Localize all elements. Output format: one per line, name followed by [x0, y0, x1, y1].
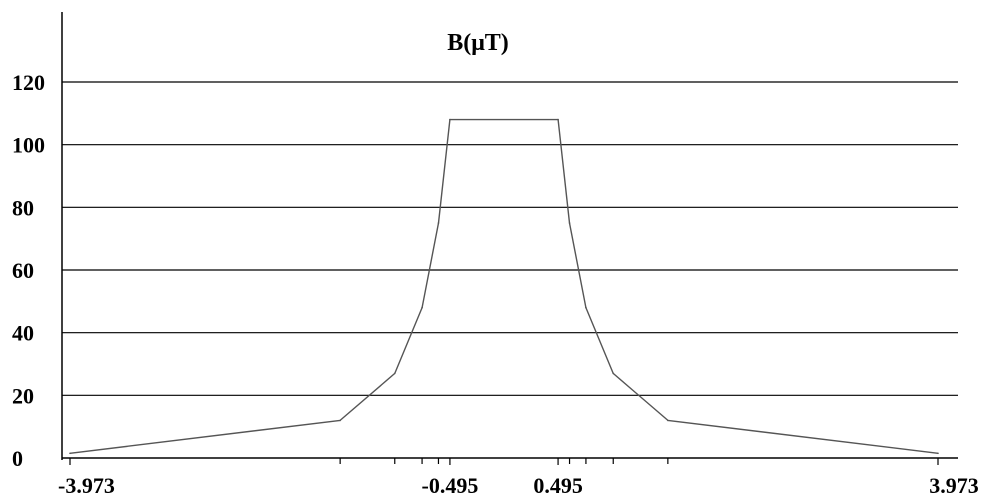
data-point — [937, 452, 939, 455]
data-point — [339, 419, 341, 422]
data-point — [667, 419, 669, 422]
y-tick-label: 120 — [12, 70, 45, 95]
y-tick-label: 20 — [12, 383, 34, 408]
data-point — [612, 372, 615, 375]
grid-lines — [62, 81, 958, 396]
x-tick-label: -3.973 — [58, 473, 115, 498]
data-point — [69, 452, 71, 455]
data-point — [585, 306, 587, 309]
axes — [61, 12, 958, 460]
data-point — [568, 222, 571, 224]
series-group — [69, 118, 939, 455]
x-tick-label: 3.973 — [929, 473, 979, 498]
y-tick-label: 60 — [12, 258, 34, 283]
y-tick-label: 80 — [12, 195, 34, 220]
y-tick-label: 40 — [12, 321, 34, 346]
x-tick-label: -0.495 — [422, 473, 479, 498]
series-line-0 — [69, 118, 939, 454]
y-tick-labels: 0 20 40 60 80 100 120 — [12, 70, 45, 471]
data-point — [421, 306, 423, 309]
data-point — [449, 118, 451, 121]
data-point — [437, 222, 440, 224]
data-point — [557, 118, 559, 121]
y-tick-label: 0 — [12, 446, 23, 471]
x-ticks: -3.973 -0.495 0.495 3.973 — [58, 458, 979, 498]
data-point — [393, 372, 396, 375]
chart-title: B(μT) — [447, 30, 509, 56]
x-tick-label: 0.495 — [533, 473, 583, 498]
y-tick-label: 100 — [12, 133, 45, 158]
